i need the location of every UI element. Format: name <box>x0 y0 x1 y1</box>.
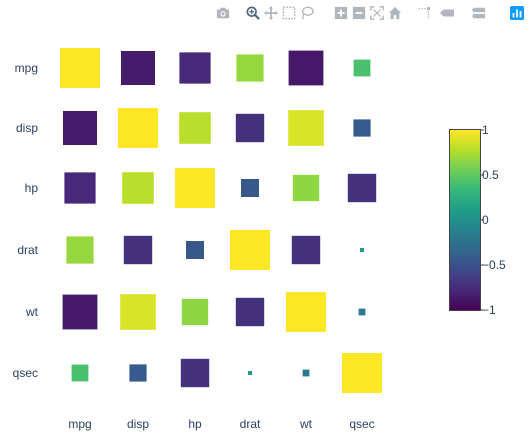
cell-mpg-disp[interactable] <box>121 51 155 85</box>
colorbar-tick-label: 0.5 <box>482 168 499 182</box>
cell-mpg-hp[interactable] <box>179 52 211 84</box>
hover-compare-icon[interactable] <box>470 4 488 22</box>
heatmap-cells <box>60 48 382 393</box>
cell-hp-disp[interactable] <box>122 172 154 204</box>
cell-disp-hp[interactable] <box>179 112 211 144</box>
lasso-select-icon[interactable] <box>298 4 316 22</box>
y-axis-tick-labels: mpg disp hp drat wt qsec <box>13 61 39 380</box>
y-tick-label-wt: wt <box>25 305 39 319</box>
cell-mpg-mpg[interactable] <box>60 48 100 88</box>
cell-wt-hp[interactable] <box>181 298 209 326</box>
zoom-icon[interactable] <box>244 4 262 22</box>
cell-disp-wt[interactable] <box>288 110 324 146</box>
hover-closest-icon[interactable] <box>438 4 456 22</box>
cell-disp-disp[interactable] <box>118 108 158 148</box>
x-tick-label-disp: disp <box>127 417 149 431</box>
x-tick-label-hp: hp <box>188 417 202 431</box>
cell-hp-drat[interactable] <box>241 179 259 197</box>
cell-wt-wt[interactable] <box>286 292 326 332</box>
colorbar[interactable]: 1 0.5 0 −0.5 −1 <box>449 123 507 317</box>
spike-lines-icon[interactable] <box>416 4 434 22</box>
cell-hp-hp[interactable] <box>175 168 215 208</box>
cell-wt-disp[interactable] <box>120 294 156 330</box>
cell-qsec-qsec[interactable] <box>342 353 382 393</box>
cell-drat-qsec[interactable] <box>360 248 364 252</box>
cell-drat-drat[interactable] <box>230 230 270 270</box>
cell-qsec-wt[interactable] <box>302 369 310 377</box>
cell-disp-drat[interactable] <box>235 113 265 143</box>
cell-drat-mpg[interactable] <box>66 236 94 264</box>
cell-mpg-drat[interactable] <box>236 54 264 82</box>
cell-wt-qsec[interactable] <box>358 308 366 316</box>
plotly-logo-icon[interactable] <box>508 4 526 22</box>
zoom-in-icon[interactable] <box>332 4 350 22</box>
zoom-out-icon[interactable] <box>350 4 368 22</box>
y-tick-label-disp: disp <box>16 121 38 135</box>
reset-axes-icon[interactable] <box>386 4 404 22</box>
cell-drat-disp[interactable] <box>123 235 153 265</box>
x-tick-label-wt: wt <box>299 417 313 431</box>
colorbar-tick-label: −1 <box>482 303 496 317</box>
cell-hp-wt[interactable] <box>292 174 320 202</box>
cell-hp-qsec[interactable] <box>347 173 377 203</box>
colorbar-gradient <box>450 130 480 310</box>
cell-drat-hp[interactable] <box>186 241 204 259</box>
cell-wt-mpg[interactable] <box>62 294 98 330</box>
cell-disp-mpg[interactable] <box>63 111 97 145</box>
x-tick-label-drat: drat <box>240 417 261 431</box>
y-tick-label-hp: hp <box>25 181 39 195</box>
cell-hp-mpg[interactable] <box>64 172 96 204</box>
cell-drat-wt[interactable] <box>291 235 321 265</box>
colorbar-tick-label: −0.5 <box>482 258 506 272</box>
box-select-icon[interactable] <box>280 4 298 22</box>
cell-wt-drat[interactable] <box>235 297 265 327</box>
x-axis-tick-labels: mpg disp hp drat wt qsec <box>68 417 374 431</box>
x-tick-label-mpg: mpg <box>68 417 91 431</box>
camera-icon[interactable] <box>214 4 232 22</box>
y-tick-label-qsec: qsec <box>13 366 38 380</box>
cell-qsec-mpg[interactable] <box>71 364 89 382</box>
y-tick-label-mpg: mpg <box>15 61 38 75</box>
cell-qsec-hp[interactable] <box>180 358 210 388</box>
cell-qsec-drat[interactable] <box>248 371 252 375</box>
pan-icon[interactable] <box>262 4 280 22</box>
y-tick-label-drat: drat <box>17 243 38 257</box>
colorbar-tick-label: 0 <box>482 213 489 227</box>
modebar <box>214 4 526 22</box>
cell-qsec-disp[interactable] <box>129 364 147 382</box>
cell-disp-qsec[interactable] <box>353 119 371 137</box>
autoscale-icon[interactable] <box>368 4 386 22</box>
cell-mpg-wt[interactable] <box>288 50 324 86</box>
colorbar-tick-label: 1 <box>482 123 489 137</box>
x-tick-label-qsec: qsec <box>349 417 374 431</box>
cell-mpg-qsec[interactable] <box>353 59 371 77</box>
